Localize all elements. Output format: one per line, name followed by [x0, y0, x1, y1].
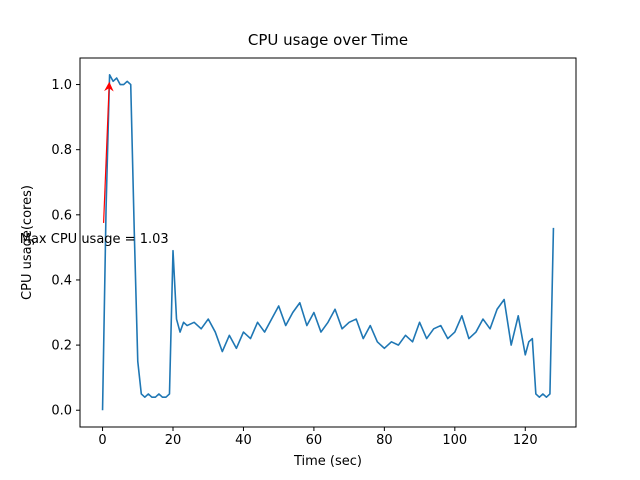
y-tick-label: 0.2	[51, 339, 72, 354]
y-tick-label: 0.4	[51, 273, 72, 288]
max-cpu-arrow	[103, 81, 114, 223]
x-tick-label: 0	[98, 433, 106, 448]
x-tick-label: 60	[306, 433, 323, 448]
y-tick-label: 1.0	[51, 78, 72, 93]
x-tick-label: 40	[235, 433, 252, 448]
x-tick-label: 20	[165, 433, 182, 448]
y-tick-label: 0.0	[51, 404, 72, 419]
y-tick-label: 0.6	[51, 208, 72, 223]
x-tick-label: 80	[376, 433, 393, 448]
axes-frame	[79, 57, 577, 428]
max-cpu-annotation-text: Max CPU usage = 1.03	[20, 232, 169, 247]
y-axis-label: CPU usage(cores)	[20, 185, 35, 300]
y-tick-label: 0.8	[51, 143, 72, 158]
chart-title: CPU usage over Time	[248, 31, 408, 49]
x-tick-label: 120	[513, 433, 538, 448]
cpu-usage-line	[101, 73, 555, 411]
x-tick-label: 100	[442, 433, 467, 448]
x-axis-label: Time (sec)	[293, 454, 362, 469]
